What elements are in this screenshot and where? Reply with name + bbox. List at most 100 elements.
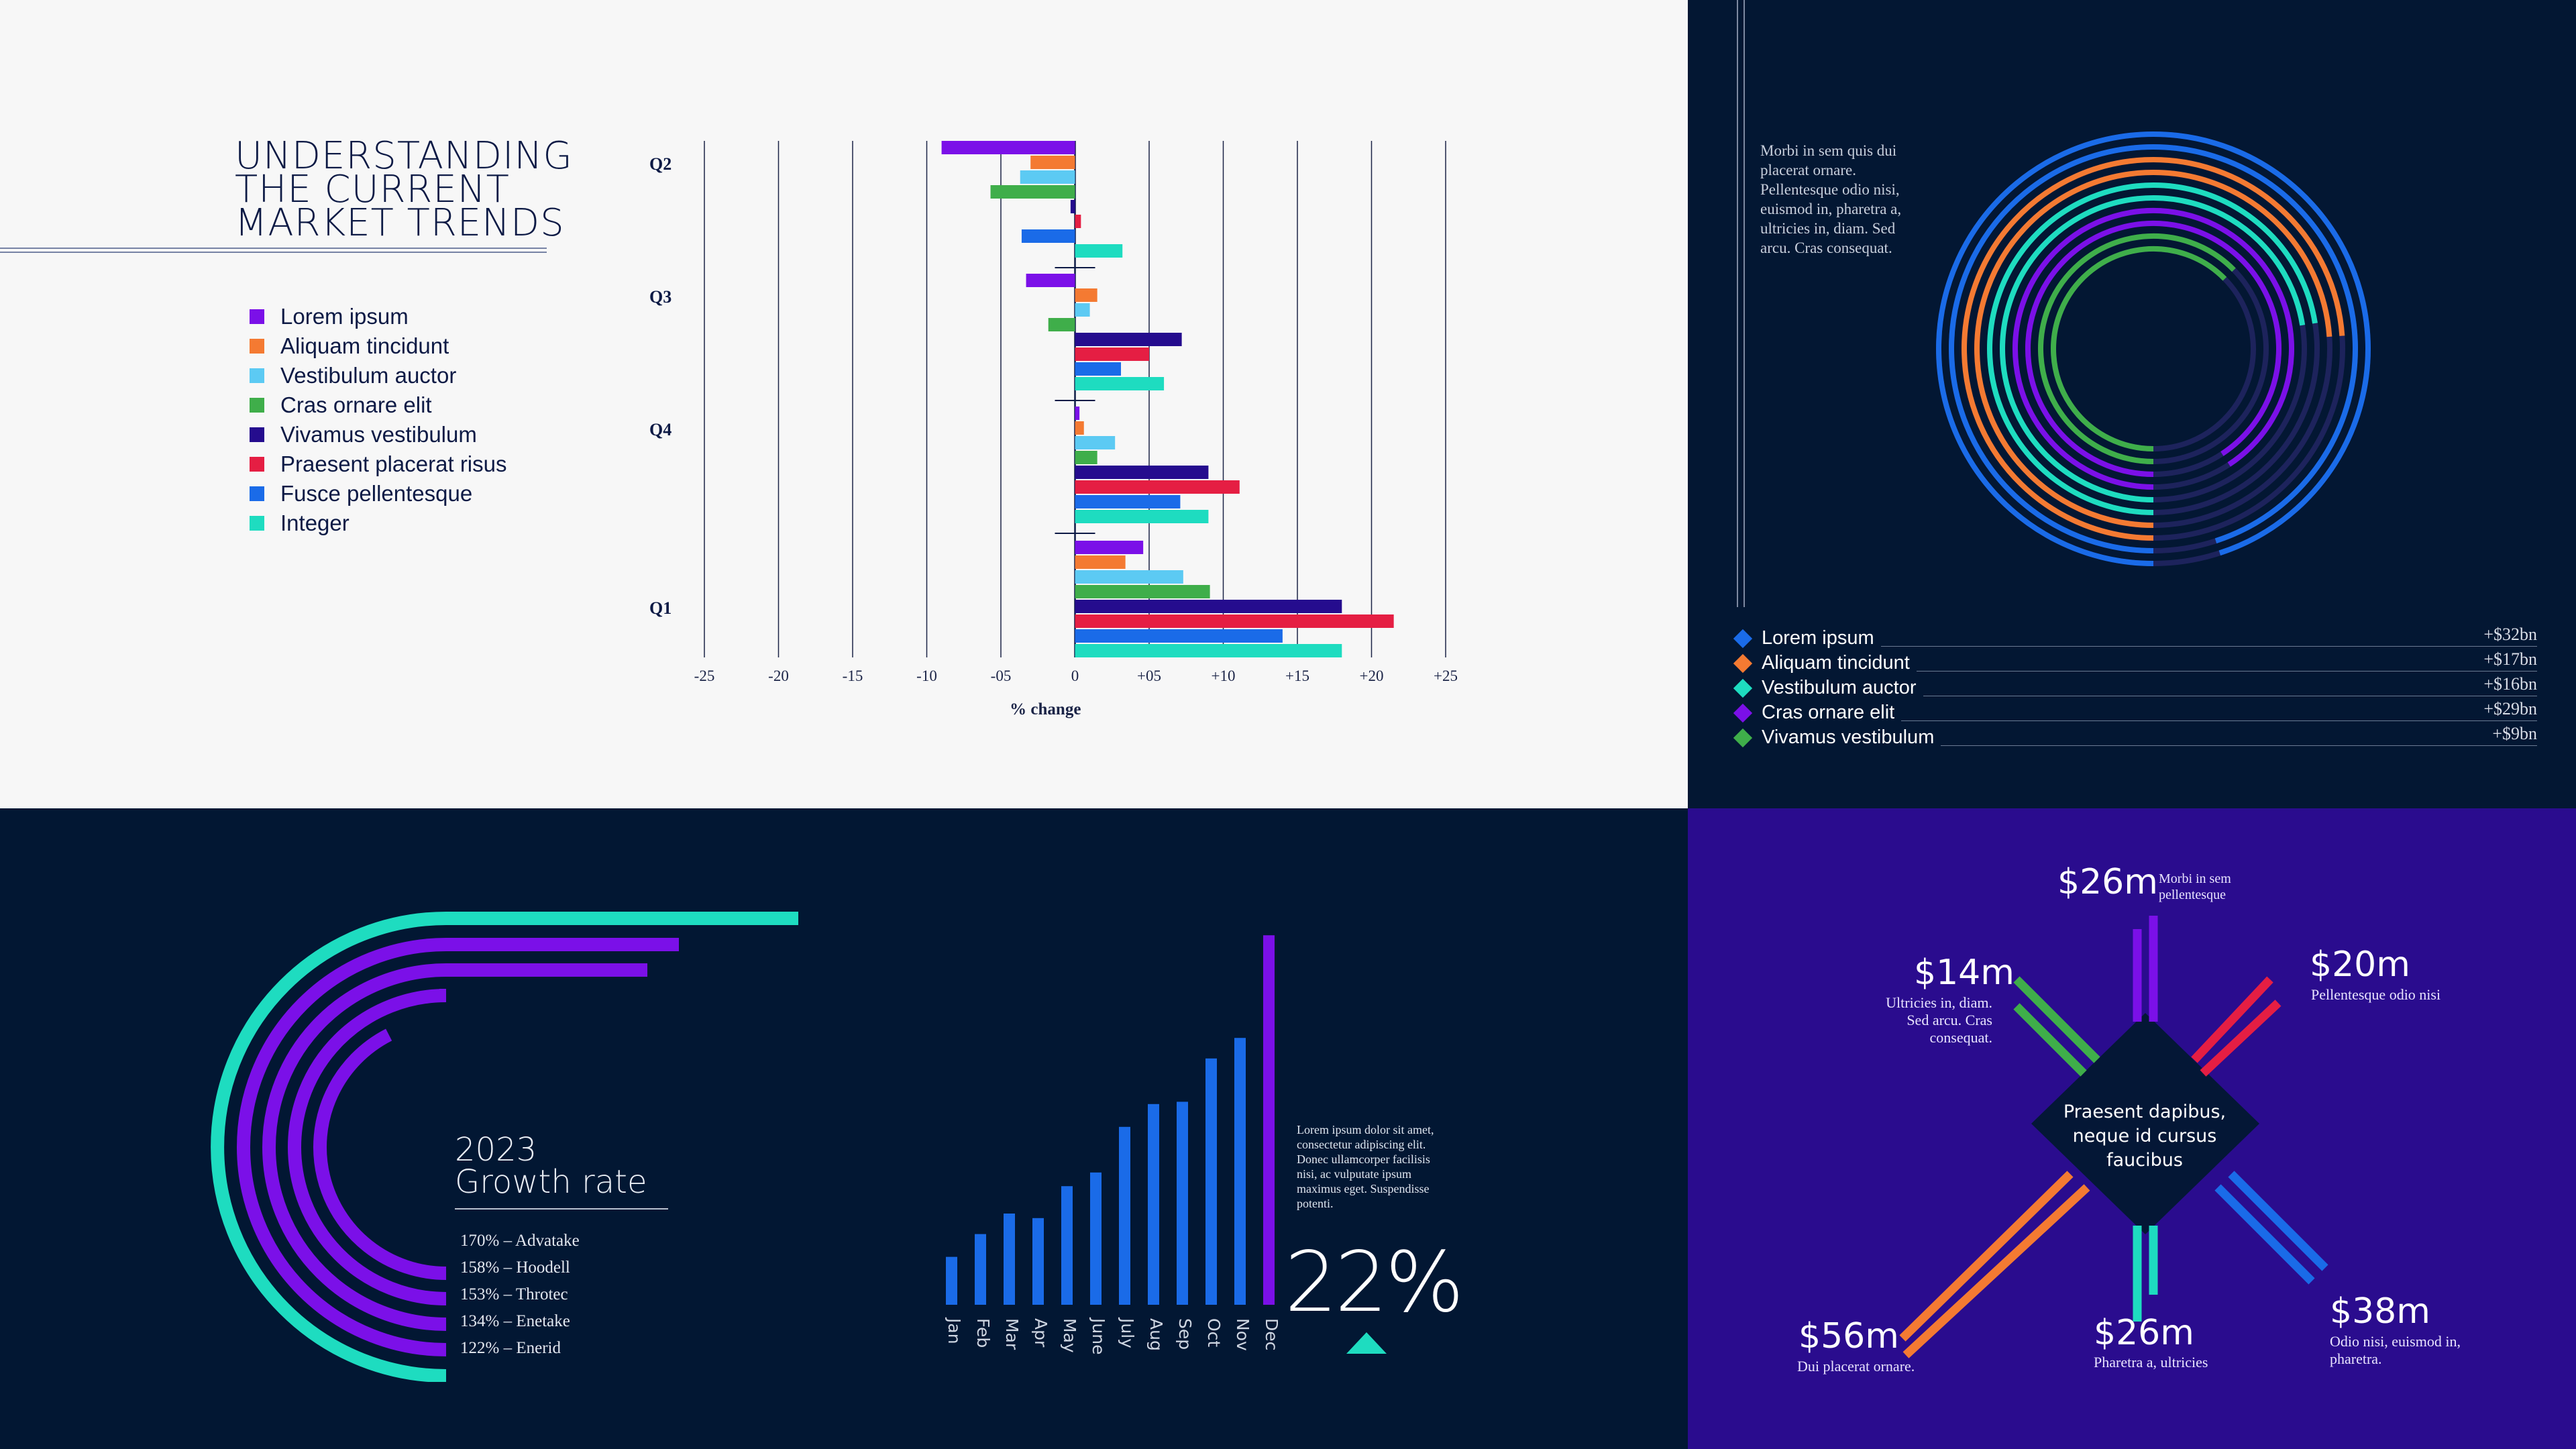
spoke-line xyxy=(1899,1171,2074,1342)
bar-chart-legend: Lorem ipsum Aliquam tincidunt Vestibulum a… xyxy=(250,302,507,538)
month-bar xyxy=(1032,1218,1044,1305)
month-bar xyxy=(1205,1058,1217,1305)
x-tick-label: +25 xyxy=(1434,667,1458,684)
amount-bottom-right: $38m xyxy=(2330,1291,2430,1332)
x-tick-label: +10 xyxy=(1212,667,1236,684)
spoke-line xyxy=(1902,1184,2090,1358)
month-label: Apr xyxy=(1031,1318,1051,1348)
bar xyxy=(1070,200,1075,213)
horizontal-bar-chart: -25 -20 -15 -10 -05 0 +05 +10 +15 +20 +25 % change Q… xyxy=(649,141,1458,718)
month-label: Nov xyxy=(1233,1318,1252,1351)
leader-line xyxy=(1941,745,2537,746)
category-label: Q4 xyxy=(649,420,672,439)
legend-swatch xyxy=(250,398,264,413)
bar xyxy=(1075,614,1394,628)
ring-arc xyxy=(1949,144,2358,553)
leader-line xyxy=(1901,720,2537,721)
ring-arc xyxy=(2000,195,2306,502)
legend-item: Vestibulum auctor xyxy=(250,361,507,390)
bar xyxy=(1075,555,1126,569)
growth-year: 2023 xyxy=(455,1131,537,1169)
caption-top: Morbi in sem pellentesque xyxy=(2159,871,2231,902)
month-label: July xyxy=(1118,1318,1137,1348)
ring-arc xyxy=(2051,246,2227,451)
title-line-1: UNDERSTANDING xyxy=(235,134,573,178)
ring-legend-value: +$32bn xyxy=(2483,625,2537,644)
ring-legend-label: Aliquam tincidunt xyxy=(1762,652,1910,674)
legend-label: Vestibulum auctor xyxy=(280,363,457,388)
bar xyxy=(1075,436,1116,449)
spoke-line xyxy=(2013,976,2100,1063)
legend-item: Integer xyxy=(250,508,507,538)
ring-arc xyxy=(1987,182,2318,515)
diamond-icon xyxy=(1733,653,1753,673)
title-line-3: MARKET TRENDS xyxy=(235,201,565,245)
caption-bottom: Pharetra a, ultricies xyxy=(2094,1354,2208,1371)
bar xyxy=(1075,347,1149,361)
month-bar xyxy=(1061,1186,1073,1305)
ring-legend-item: Cras ornare elit +$29bn xyxy=(1733,699,2537,725)
category-label: Q3 xyxy=(649,287,672,307)
spoke-line xyxy=(2200,1000,2282,1077)
legend-swatch xyxy=(250,339,264,354)
x-tick-label: -15 xyxy=(843,667,863,684)
diamond-icon xyxy=(1733,703,1753,722)
ring-legend-value: +$17bn xyxy=(2483,649,2537,669)
growth-title: 2023 Growth rate xyxy=(455,1134,647,1198)
month-label: June xyxy=(1089,1318,1108,1355)
growth-item: 153% – Throtec xyxy=(460,1285,568,1303)
big-percentage: 22% xyxy=(1285,1234,1464,1331)
legend-item: Fusce pellentesque xyxy=(250,479,507,508)
amount-top-left: $14m xyxy=(1914,953,2015,993)
bar xyxy=(1075,333,1182,346)
legend-label: Vivamus vestibulum xyxy=(280,422,477,447)
bar xyxy=(1075,480,1240,494)
growth-arc xyxy=(313,1028,447,1280)
x-tick-label: +05 xyxy=(1137,667,1161,684)
legend-item: Aliquam tincidunt xyxy=(250,331,507,361)
bar xyxy=(1075,407,1080,420)
amount-bottom-left: $56m xyxy=(1799,1316,1899,1356)
ring-arc xyxy=(2012,208,2294,490)
legend-swatch xyxy=(250,516,264,531)
spoke-line xyxy=(2013,1003,2087,1077)
month-label: Dec xyxy=(1262,1318,1281,1351)
ring-arc xyxy=(2038,233,2236,464)
bar xyxy=(1026,274,1075,287)
ring-legend-value: +$9bn xyxy=(2492,724,2537,743)
title-line-2: THE CURRENT xyxy=(235,168,510,211)
leader-line xyxy=(1916,671,2537,672)
ring-legend-label: Cras ornare elit xyxy=(1762,702,1895,723)
spoke-line xyxy=(2228,1171,2328,1271)
x-axis-label: % change xyxy=(1010,700,1081,718)
diamond-icon xyxy=(1733,728,1753,747)
ring-legend-item: Vivamus vestibulum +$9bn xyxy=(1733,724,2537,750)
legend-label: Praesent placerat risus xyxy=(280,451,507,476)
caption-bottom-left: Dui placerat ornare. xyxy=(1797,1358,1915,1375)
growth-arc xyxy=(237,938,679,1356)
legend-label: Cras ornare elit xyxy=(280,392,432,417)
growth-arc-chart xyxy=(211,912,798,1382)
ring-legend-label: Vestibulum auctor xyxy=(1762,677,1917,698)
growth-panel xyxy=(0,808,1688,1449)
ring-chart-legend: Lorem ipsum +$32bn Aliquam tincidunt +$17bn… xyxy=(1733,625,2537,750)
legend-label: Aliquam tincidunt xyxy=(280,333,449,358)
diamond-center-text: Praesent dapibus, neque id cursus faucib… xyxy=(2063,1102,2226,1171)
market-trends-panel xyxy=(0,0,1688,808)
ring-legend-item: Vestibulum auctor +$16bn xyxy=(1733,674,2537,700)
legend-swatch xyxy=(250,368,264,383)
legend-label: Lorem ipsum xyxy=(280,304,409,329)
month-label: Mar xyxy=(1002,1318,1022,1350)
x-tick-label: -10 xyxy=(916,667,937,684)
category-label: Q2 xyxy=(649,154,672,174)
month-label: Oct xyxy=(1204,1318,1224,1348)
spoke-line xyxy=(2191,976,2273,1063)
month-bar xyxy=(1119,1126,1130,1305)
caption-bottom-right: Odio nisi, euismod in, pharetra. xyxy=(2330,1333,2461,1367)
description-text: Morbi in sem quis dui placerat ornare. P… xyxy=(1760,142,1902,256)
legend-swatch xyxy=(250,309,264,324)
bar xyxy=(1075,451,1097,464)
growth-item: 170% – Advatake xyxy=(460,1232,580,1250)
legend-swatch xyxy=(250,486,264,501)
ring-legend-value: +$16bn xyxy=(2483,674,2537,694)
